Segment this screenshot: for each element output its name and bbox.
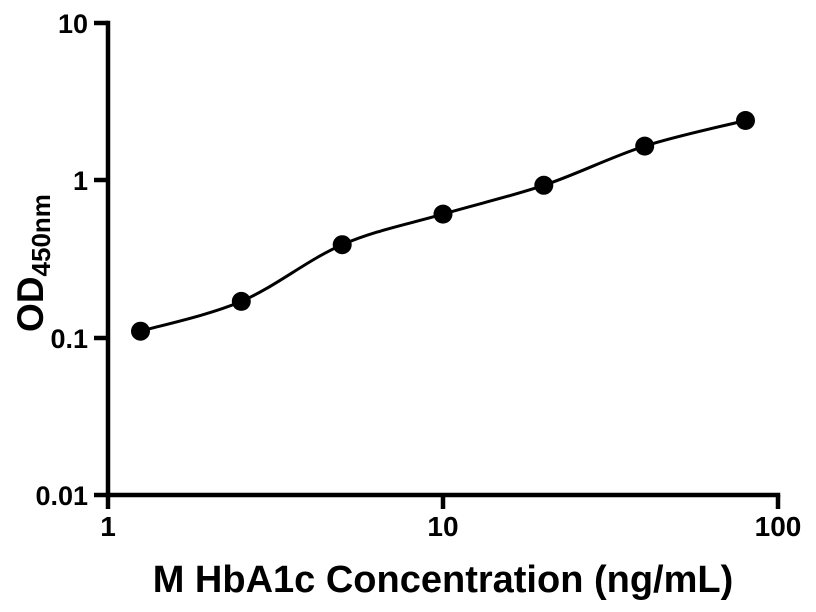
y-axis-title-main: OD: [10, 276, 51, 332]
data-point: [736, 111, 755, 130]
data-point: [131, 321, 150, 341]
y-axis-title-subscript: 450nm: [26, 194, 56, 276]
data-point: [332, 235, 352, 255]
x-tick-label-10: 10: [427, 511, 458, 542]
x-tick-label-100: 100: [755, 511, 802, 542]
y-tick-label-0.1: 0.1: [50, 324, 88, 354]
fit-curve: [140, 119, 746, 333]
y-tick-label-1: 1: [73, 166, 88, 196]
data-points: [131, 111, 755, 341]
data-point: [231, 291, 251, 311]
y-tick-label-0.01: 0.01: [35, 481, 88, 511]
y-axis-title: OD450nm: [10, 194, 56, 332]
y-tick-label-10: 10: [58, 9, 88, 39]
x-axis-title: M HbA1c Concentration (ng/mL): [153, 559, 734, 601]
data-point: [635, 136, 655, 156]
data-point: [433, 204, 453, 224]
x-tick-label-1: 1: [100, 511, 116, 542]
data-point: [534, 175, 554, 195]
